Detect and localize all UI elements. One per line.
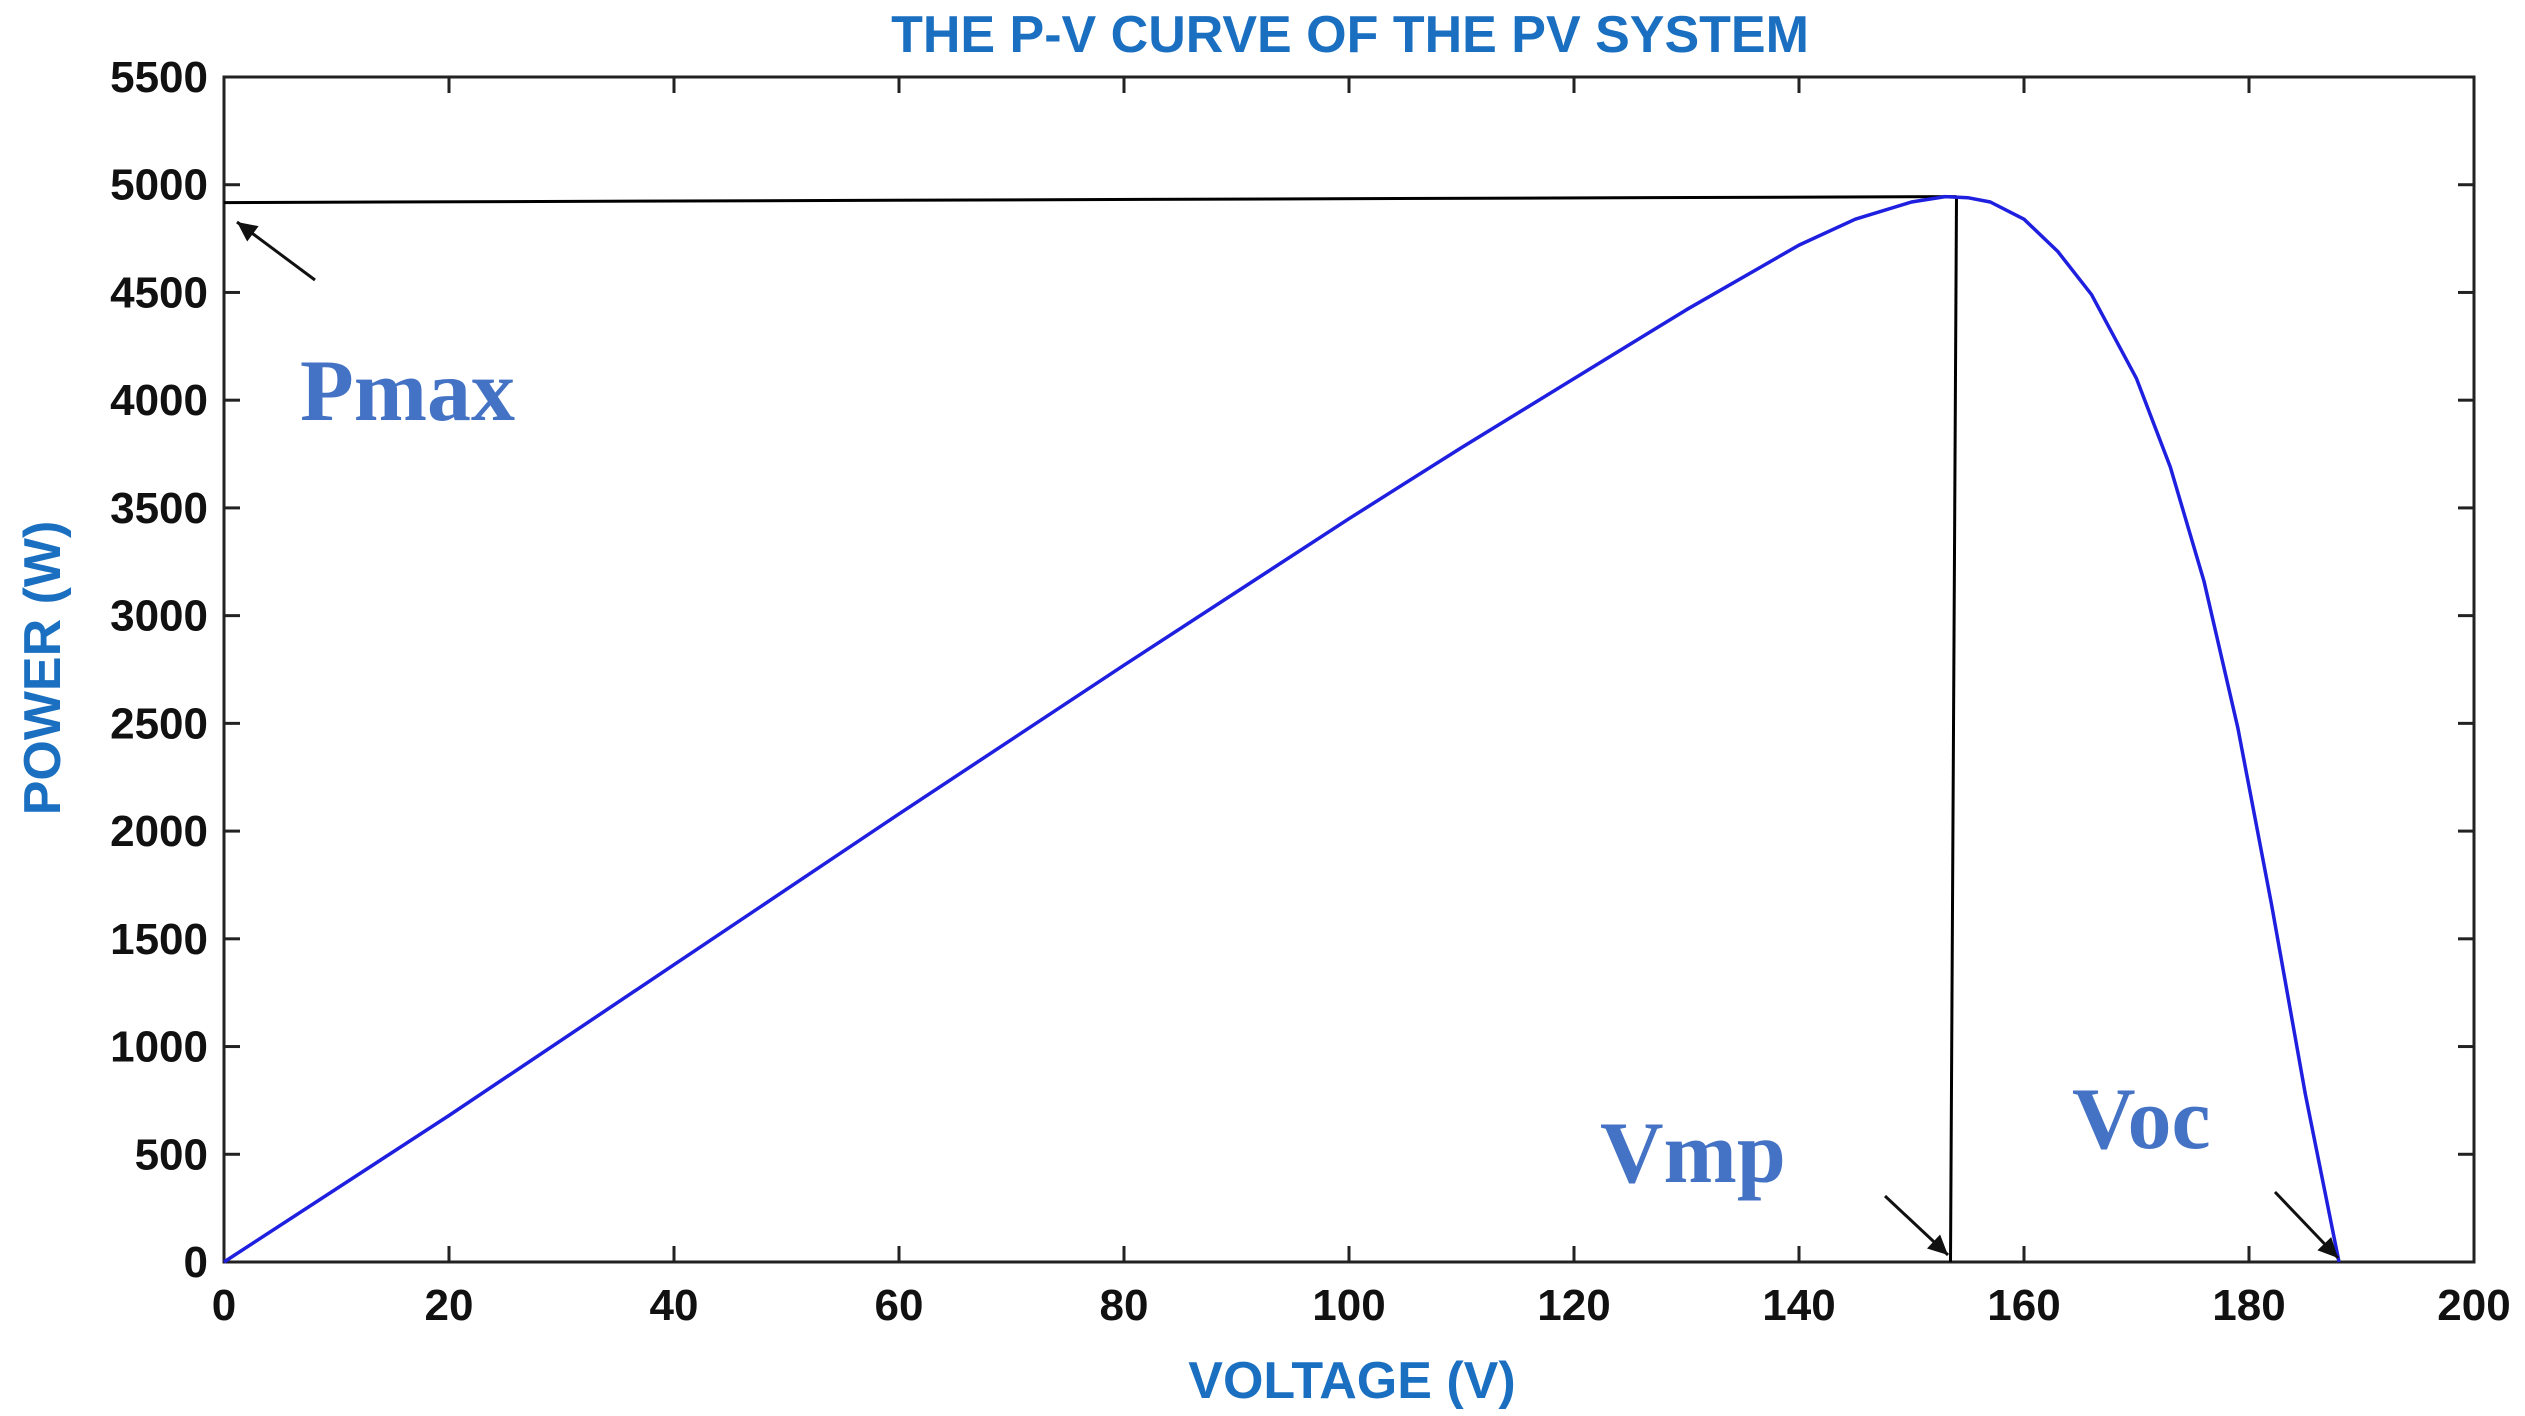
x-tick-label: 80 (1100, 1281, 1149, 1330)
vmp-reference-line (1949, 196, 1958, 1263)
annotation-voc: Voc (2072, 1071, 2211, 1168)
y-tick-label: 3000 (110, 592, 208, 641)
x-tick-label: 60 (875, 1281, 924, 1330)
x-tick-label: 200 (2437, 1281, 2510, 1330)
y-tick-label: 5500 (110, 53, 208, 102)
y-tick-label: 4000 (110, 376, 208, 425)
pv-curve-line (223, 194, 2341, 1264)
x-tick-label: 120 (1537, 1281, 1610, 1330)
annotation-vmp: Vmp (1600, 1105, 1786, 1202)
y-tick-label: 2500 (110, 699, 208, 748)
series (223, 194, 2341, 1264)
y-tick-label: 5000 (110, 161, 208, 210)
y-tick-label: 1000 (110, 1023, 208, 1072)
reference-lines (223, 195, 1958, 1263)
x-tick-label: 140 (1762, 1281, 1835, 1330)
y-tick-label: 4500 (110, 268, 208, 317)
pmax-reference-line (223, 195, 1957, 205)
y-tick-label: 2000 (110, 807, 208, 856)
x-tick-label: 100 (1312, 1281, 1385, 1330)
x-tick-label: 160 (1987, 1281, 2060, 1330)
annotation-arrowhead-voc (2317, 1237, 2338, 1258)
x-tick-label: 40 (650, 1281, 699, 1330)
y-axis-title: POWER (W) (14, 521, 72, 816)
y-tick-label: 3500 (110, 484, 208, 533)
y-tick-label: 0 (184, 1238, 208, 1287)
axes: 0 20 40 60 80 100 120 140 160 180 2000500100015002… (110, 53, 2511, 1330)
x-tick-label: 180 (2212, 1281, 2285, 1330)
x-tick-label: 0 (212, 1281, 236, 1330)
annotation-pmax: Pmax (300, 343, 515, 440)
annotations: Pmax Vmp Voc (236, 220, 2340, 1260)
annotation-arrowhead-pmax (237, 222, 259, 242)
y-tick-label: 500 (135, 1130, 208, 1179)
x-tick-label: 20 (425, 1281, 474, 1330)
annotation-arrowhead-vmp (1926, 1234, 1948, 1255)
chart-title: THE P-V CURVE OF THE PV SYSTEM (891, 6, 1809, 64)
x-axis-title: VOLTAGE (V) (1188, 1352, 1515, 1410)
y-tick-label: 1500 (110, 915, 208, 964)
